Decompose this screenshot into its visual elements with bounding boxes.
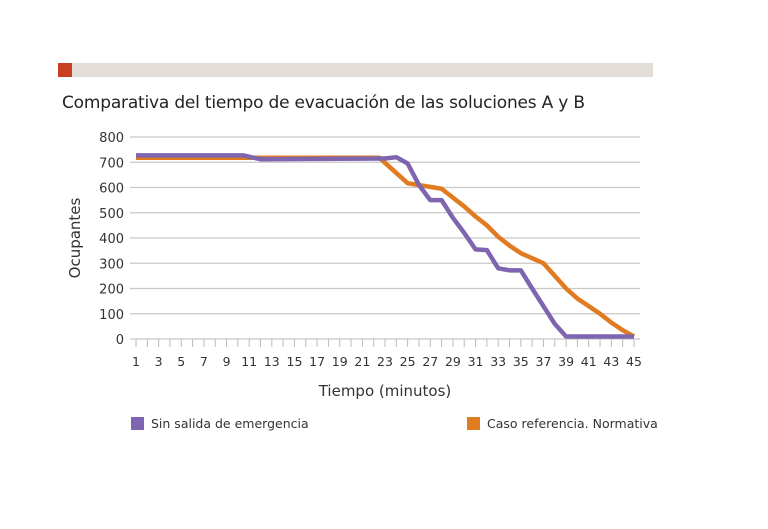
y-tick-label: 600 [99, 182, 124, 197]
series-line-0 [136, 153, 634, 339]
legend-label: Caso referencia. Normativa [487, 416, 658, 431]
x-tick-label: 35 [513, 354, 529, 369]
series-line-1 [136, 155, 636, 339]
x-tick-label: 11 [241, 354, 257, 369]
y-tick-label: 400 [99, 232, 124, 247]
x-tick-label: 39 [558, 354, 574, 369]
x-tick-label: 15 [287, 354, 303, 369]
x-tick-label: 33 [490, 354, 506, 369]
legend-swatch [467, 417, 480, 430]
chart-title: Comparativa del tiempo de evacuación de … [62, 93, 585, 113]
x-tick-label: 45 [626, 354, 642, 369]
accent-square [58, 63, 72, 77]
x-tick-label: 41 [581, 354, 597, 369]
x-tick-label: 17 [309, 354, 325, 369]
x-tick-label: 27 [422, 354, 438, 369]
x-axis-label: Tiempo (minutos) [318, 382, 452, 400]
y-tick-label: 700 [99, 156, 124, 171]
x-tick-label: 37 [536, 354, 552, 369]
y-tick-label: 0 [116, 333, 124, 348]
y-tick-label: 200 [99, 283, 124, 298]
y-tick-label: 500 [99, 207, 124, 222]
y-axis-label: Ocupantes [66, 197, 84, 278]
x-tick-label: 31 [468, 354, 484, 369]
x-tick-label: 25 [400, 354, 416, 369]
header-bar [58, 63, 653, 77]
legend-swatch [131, 417, 144, 430]
x-tick-label: 43 [603, 354, 619, 369]
x-tick-label: 1 [132, 354, 140, 369]
x-tick-label: 29 [445, 354, 461, 369]
y-tick-label: 300 [99, 257, 124, 272]
y-tick-label: 800 [99, 131, 124, 146]
x-tick-label: 5 [177, 354, 185, 369]
x-tick-label: 19 [332, 354, 348, 369]
x-tick-label: 21 [354, 354, 370, 369]
x-tick-label: 7 [200, 354, 208, 369]
y-tick-label: 100 [99, 308, 124, 323]
x-tick-label: 13 [264, 354, 280, 369]
x-tick-label: 9 [223, 354, 231, 369]
x-tick-label: 23 [377, 354, 393, 369]
legend-label: Sin salida de emergencia [151, 416, 309, 431]
x-tick-label: 3 [155, 354, 163, 369]
